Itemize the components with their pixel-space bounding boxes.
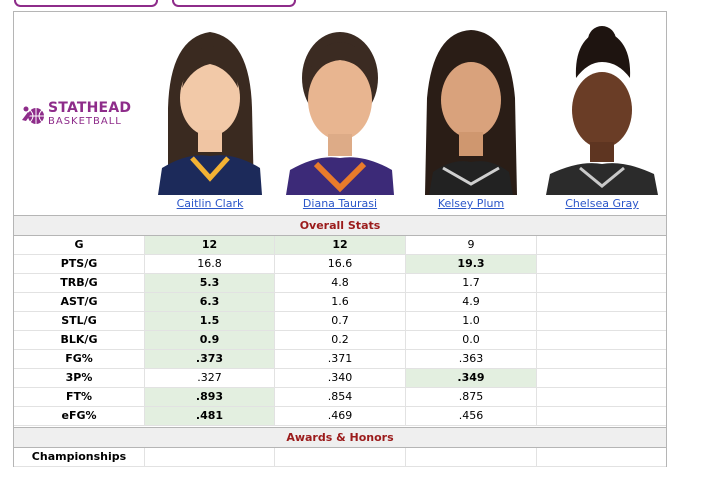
stat-value: .327 xyxy=(145,369,275,387)
stat-label: PTS/G xyxy=(14,255,145,273)
stat-value: .373 xyxy=(145,350,275,368)
table-row: TRB/G 5.3 4.8 1.7 xyxy=(14,274,666,293)
stat-label: TRB/G xyxy=(14,274,145,292)
stat-label: 3P% xyxy=(14,369,145,387)
stat-value xyxy=(406,448,537,466)
tab-pill-1[interactable] xyxy=(14,0,158,7)
stat-value: .854 xyxy=(275,388,406,406)
stat-value: .363 xyxy=(406,350,537,368)
stat-value: 6.3 xyxy=(145,293,275,311)
stat-value: .456 xyxy=(406,407,537,425)
stat-value xyxy=(537,293,666,311)
stat-value xyxy=(537,312,666,330)
stat-label: FG% xyxy=(14,350,145,368)
stat-value xyxy=(537,274,666,292)
stat-value: 1.0 xyxy=(406,312,537,330)
stat-value: .875 xyxy=(406,388,537,406)
player-column-4: Chelsea Gray xyxy=(537,12,667,215)
stat-value: 0.7 xyxy=(275,312,406,330)
stat-value xyxy=(537,331,666,349)
player-photo-gray xyxy=(540,18,663,195)
stat-value: 9 xyxy=(406,236,537,254)
stat-value xyxy=(275,448,406,466)
stat-value: 4.8 xyxy=(275,274,406,292)
stat-value: 16.8 xyxy=(145,255,275,273)
stat-value: .371 xyxy=(275,350,406,368)
stat-value: .893 xyxy=(145,388,275,406)
stat-value: 1.5 xyxy=(145,312,275,330)
player-link-2[interactable]: Diana Taurasi xyxy=(302,197,378,210)
tab-pill-2[interactable] xyxy=(172,0,296,7)
stat-value xyxy=(537,236,666,254)
stat-value: 0.9 xyxy=(145,331,275,349)
stat-label: Championships xyxy=(14,448,145,466)
stat-value: 19.3 xyxy=(406,255,537,273)
stat-label: BLK/G xyxy=(14,331,145,349)
table-row: PTS/G 16.8 16.6 19.3 xyxy=(14,255,666,274)
stat-label: AST/G xyxy=(14,293,145,311)
stat-label: G xyxy=(14,236,145,254)
table-row: FT% .893.854.875 xyxy=(14,388,666,407)
stathead-logo[interactable]: STATHEAD BASKETBALL xyxy=(20,100,144,130)
stat-value: .349 xyxy=(406,369,537,387)
stat-value: 1.6 xyxy=(275,293,406,311)
stat-value xyxy=(537,255,666,273)
stat-value: 5.3 xyxy=(145,274,275,292)
stat-value xyxy=(145,448,275,466)
stat-value: 0.2 xyxy=(275,331,406,349)
player-link-3[interactable]: Kelsey Plum xyxy=(437,197,505,210)
table-row: eFG% .481.469.456 xyxy=(14,407,666,426)
stat-value: 1.7 xyxy=(406,274,537,292)
stat-label: FT% xyxy=(14,388,145,406)
stat-value: 16.6 xyxy=(275,255,406,273)
section-awards-honors: Awards & Honors xyxy=(14,427,666,448)
stat-value: .481 xyxy=(145,407,275,425)
logo-line2: BASKETBALL xyxy=(48,116,122,127)
table-row: 3P% .327.340.349 xyxy=(14,369,666,388)
player-link-4[interactable]: Chelsea Gray xyxy=(565,197,639,210)
top-tabs xyxy=(0,0,714,7)
comparison-table: STATHEAD BASKETBALL Caitlin Clark Diana … xyxy=(13,11,667,467)
stat-value xyxy=(537,407,666,425)
stat-value xyxy=(537,369,666,387)
table-row: STL/G 1.5 0.7 1.0 xyxy=(14,312,666,331)
player-photo-taurasi xyxy=(278,18,401,195)
stat-value: 12 xyxy=(275,236,406,254)
table-row: Championships xyxy=(14,448,666,467)
table-row: BLK/G 0.9 0.2 0.0 xyxy=(14,331,666,350)
stat-label: eFG% xyxy=(14,407,145,425)
logo-line1: STATHEAD xyxy=(48,100,132,116)
player-column-1: Caitlin Clark xyxy=(145,12,275,215)
stat-label: STL/G xyxy=(14,312,145,330)
table-row: FG% .373.371.363 xyxy=(14,350,666,369)
stat-value xyxy=(537,388,666,406)
player-column-3: Kelsey Plum xyxy=(406,12,536,215)
stat-value: .340 xyxy=(275,369,406,387)
player-link-1[interactable]: Caitlin Clark xyxy=(176,197,244,210)
player-column-2: Diana Taurasi xyxy=(275,12,405,215)
player-photo-clark xyxy=(148,18,271,195)
section-overall-stats: Overall Stats xyxy=(14,215,666,236)
stat-value: 12 xyxy=(145,236,275,254)
stat-value xyxy=(537,350,666,368)
stat-value: .469 xyxy=(275,407,406,425)
table-row: AST/G 6.3 1.6 4.9 xyxy=(14,293,666,312)
player-photo-plum xyxy=(409,18,532,195)
stat-value: 4.9 xyxy=(406,293,537,311)
basketball-player-icon xyxy=(22,106,44,124)
table-row: G 12 12 9 xyxy=(14,236,666,255)
stat-value: 0.0 xyxy=(406,331,537,349)
stat-value xyxy=(537,448,666,466)
